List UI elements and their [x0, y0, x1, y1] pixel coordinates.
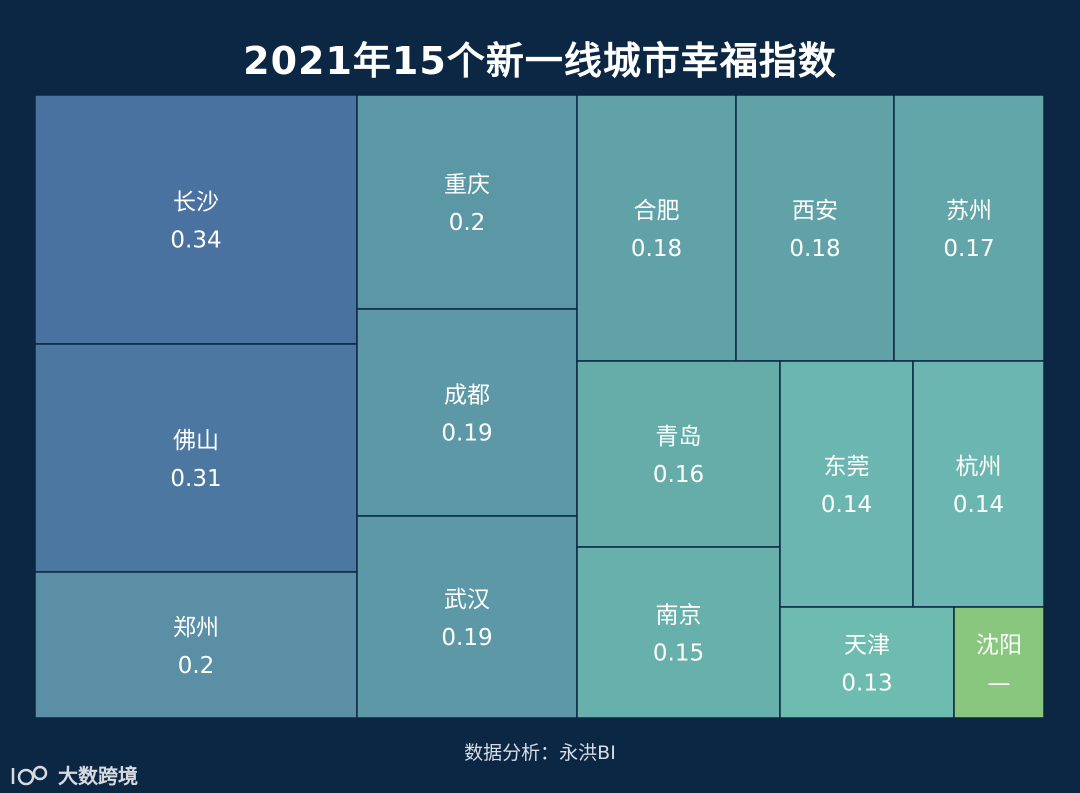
treemap-cell[interactable]: 苏州 0.17: [893, 94, 1045, 362]
treemap-cell[interactable]: 武汉 0.19: [356, 515, 578, 719]
tile-value-label: 0.31: [170, 466, 221, 492]
tile-name-label: 佛山: [173, 428, 219, 454]
treemap-cell[interactable]: 佛山 0.31: [34, 343, 358, 573]
tile-name-label: 青岛: [656, 424, 702, 450]
tile-value-label: 0.18: [789, 236, 840, 262]
tile-name-label: 苏州: [946, 198, 992, 224]
treemap-tile[interactable]: [893, 94, 1045, 362]
tile-value-label: 0.2: [449, 210, 486, 236]
source-note: 数据分析：永洪BI: [464, 742, 616, 764]
tile-name-label: 成都: [444, 383, 490, 409]
tile-name-label: 郑州: [173, 615, 219, 641]
treemap-tile[interactable]: [34, 343, 358, 573]
treemap-cell[interactable]: 成都 0.19: [356, 308, 578, 517]
treemap-tile[interactable]: [356, 308, 578, 517]
tile-value-label: 0.19: [441, 421, 492, 447]
tile-value-label: 0.18: [631, 236, 682, 262]
treemap-tile[interactable]: [576, 94, 737, 362]
treemap-cell[interactable]: 南京 0.15: [576, 546, 781, 719]
treemap-tile[interactable]: [576, 546, 781, 719]
treemap-tile[interactable]: [576, 360, 781, 548]
treemap-cell[interactable]: 沈阳 —: [953, 606, 1045, 719]
tile-value-label: 0.14: [821, 492, 872, 518]
tile-name-label: 南京: [656, 603, 702, 629]
tile-name-label: 西安: [792, 198, 838, 224]
treemap-tile[interactable]: [34, 571, 358, 719]
treemap-tile[interactable]: [356, 94, 578, 310]
treemap-cell[interactable]: 合肥 0.18: [576, 94, 737, 362]
tile-name-label: 长沙: [173, 190, 219, 216]
treemap-tile[interactable]: [912, 360, 1045, 608]
tile-name-label: 武汉: [444, 587, 490, 613]
treemap-tile[interactable]: [735, 94, 895, 362]
tile-value-label: 0.17: [943, 236, 994, 262]
tile-value-label: 0.19: [441, 625, 492, 651]
tile-value-label: 0.14: [953, 492, 1004, 518]
tile-name-label: 杭州: [956, 454, 1002, 480]
treemap-cell[interactable]: 重庆 0.2: [356, 94, 578, 310]
tile-name-label: 合肥: [634, 198, 680, 224]
treemap-cell[interactable]: 天津 0.13: [779, 606, 955, 719]
tile-value-label: —: [988, 671, 1011, 697]
treemap-cell[interactable]: 西安 0.18: [735, 94, 895, 362]
treemap-cell[interactable]: 东莞 0.14: [779, 360, 914, 608]
treemap-cell[interactable]: 杭州 0.14: [912, 360, 1045, 608]
watermark-text: 大数跨境: [58, 764, 138, 788]
chart-title: 2021年15个新一线城市幸福指数: [243, 39, 837, 83]
treemap-cell[interactable]: 长沙 0.34: [34, 94, 358, 345]
tile-value-label: 0.13: [841, 671, 892, 697]
tile-name-label: 重庆: [444, 172, 490, 198]
treemap-tile[interactable]: [356, 515, 578, 719]
tile-name-label: 天津: [844, 633, 890, 659]
treemap-tile[interactable]: [779, 360, 914, 608]
watermark: 大数跨境: [10, 760, 138, 789]
treemap-tile[interactable]: [779, 606, 955, 719]
treemap-cell[interactable]: 青岛 0.16: [576, 360, 781, 548]
tile-name-label: 沈阳: [976, 633, 1022, 659]
treemap-tile[interactable]: [34, 94, 358, 345]
tile-name-label: 东莞: [824, 454, 870, 480]
tile-value-label: 0.16: [653, 462, 704, 488]
100-logo-icon: [11, 765, 48, 785]
treemap-tile[interactable]: [953, 606, 1045, 719]
treemap-cell[interactable]: 郑州 0.2: [34, 571, 358, 719]
tile-value-label: 0.15: [653, 641, 704, 667]
tile-value-label: 0.34: [170, 228, 221, 254]
tile-value-label: 0.2: [178, 653, 215, 679]
